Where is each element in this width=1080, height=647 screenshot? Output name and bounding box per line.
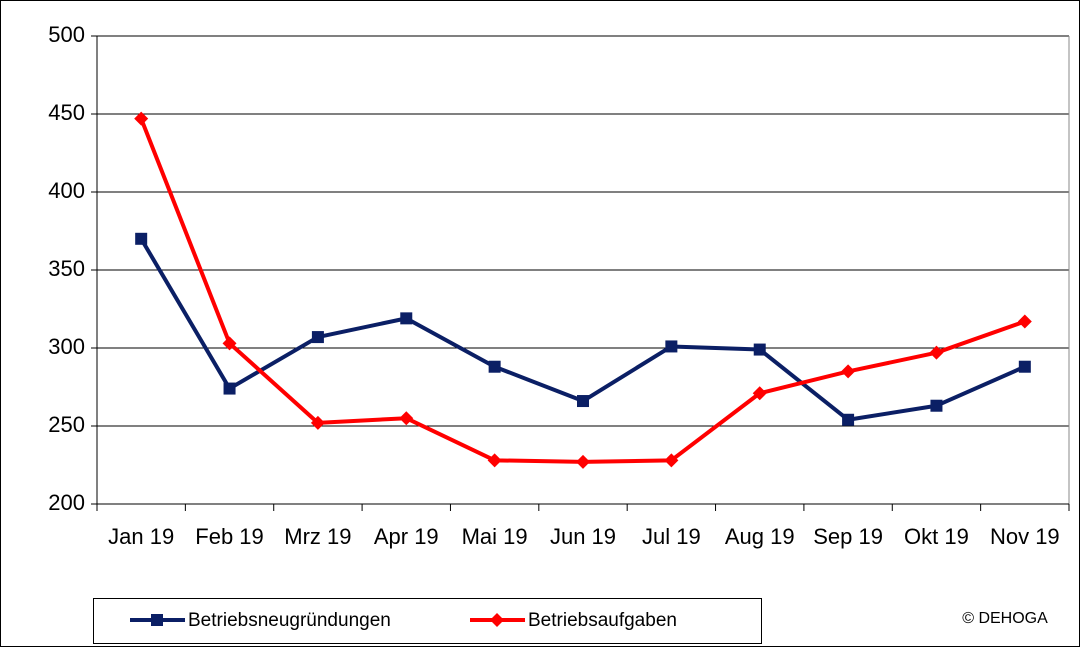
marker	[576, 454, 590, 469]
y-tick-label: 400	[48, 178, 85, 203]
legend-label: Betriebsaufgaben	[528, 610, 677, 631]
marker	[577, 395, 589, 408]
x-tick-label: Apr 19	[374, 524, 439, 549]
x-tick-label: Sep 19	[813, 524, 883, 549]
marker	[841, 364, 856, 379]
y-tick-label: 200	[48, 490, 85, 515]
marker	[665, 340, 678, 353]
x-tick-label: Jan 19	[108, 524, 174, 549]
marker	[400, 312, 413, 325]
x-tick-label: Feb 19	[195, 524, 264, 549]
marker	[752, 386, 767, 401]
marker	[1018, 360, 1031, 373]
marker	[487, 453, 502, 468]
marker	[929, 345, 944, 360]
y-tick-label: 500	[48, 22, 85, 47]
marker	[930, 399, 943, 412]
y-tick-label: 350	[48, 256, 85, 281]
x-tick-label: Mrz 19	[284, 524, 351, 549]
marker	[310, 415, 325, 430]
marker	[664, 453, 679, 468]
marker	[135, 232, 148, 245]
x-tick-label: Jun 19	[550, 524, 616, 549]
marker	[222, 336, 237, 351]
marker	[223, 382, 236, 395]
x-tick-label: Aug 19	[725, 524, 795, 549]
x-tick-label: Mai 19	[462, 524, 528, 549]
marker	[488, 360, 501, 373]
marker	[753, 343, 766, 356]
y-tick-label: 250	[48, 412, 85, 437]
source: © DEHOGA	[962, 610, 1048, 627]
y-tick-label: 450	[48, 100, 85, 125]
y-tick-label: 300	[48, 334, 85, 359]
legend-label: Betriebsneugründungen	[188, 610, 391, 631]
marker	[399, 411, 414, 426]
marker	[311, 331, 324, 344]
marker	[151, 614, 163, 626]
x-tick-label: Nov 19	[990, 524, 1060, 549]
marker	[1017, 314, 1032, 329]
marker	[134, 111, 149, 126]
x-tick-label: Jul 19	[642, 524, 701, 549]
x-tick-label: Okt 19	[904, 524, 969, 549]
marker	[842, 413, 855, 426]
marker	[490, 613, 504, 627]
legend-box	[93, 598, 762, 644]
